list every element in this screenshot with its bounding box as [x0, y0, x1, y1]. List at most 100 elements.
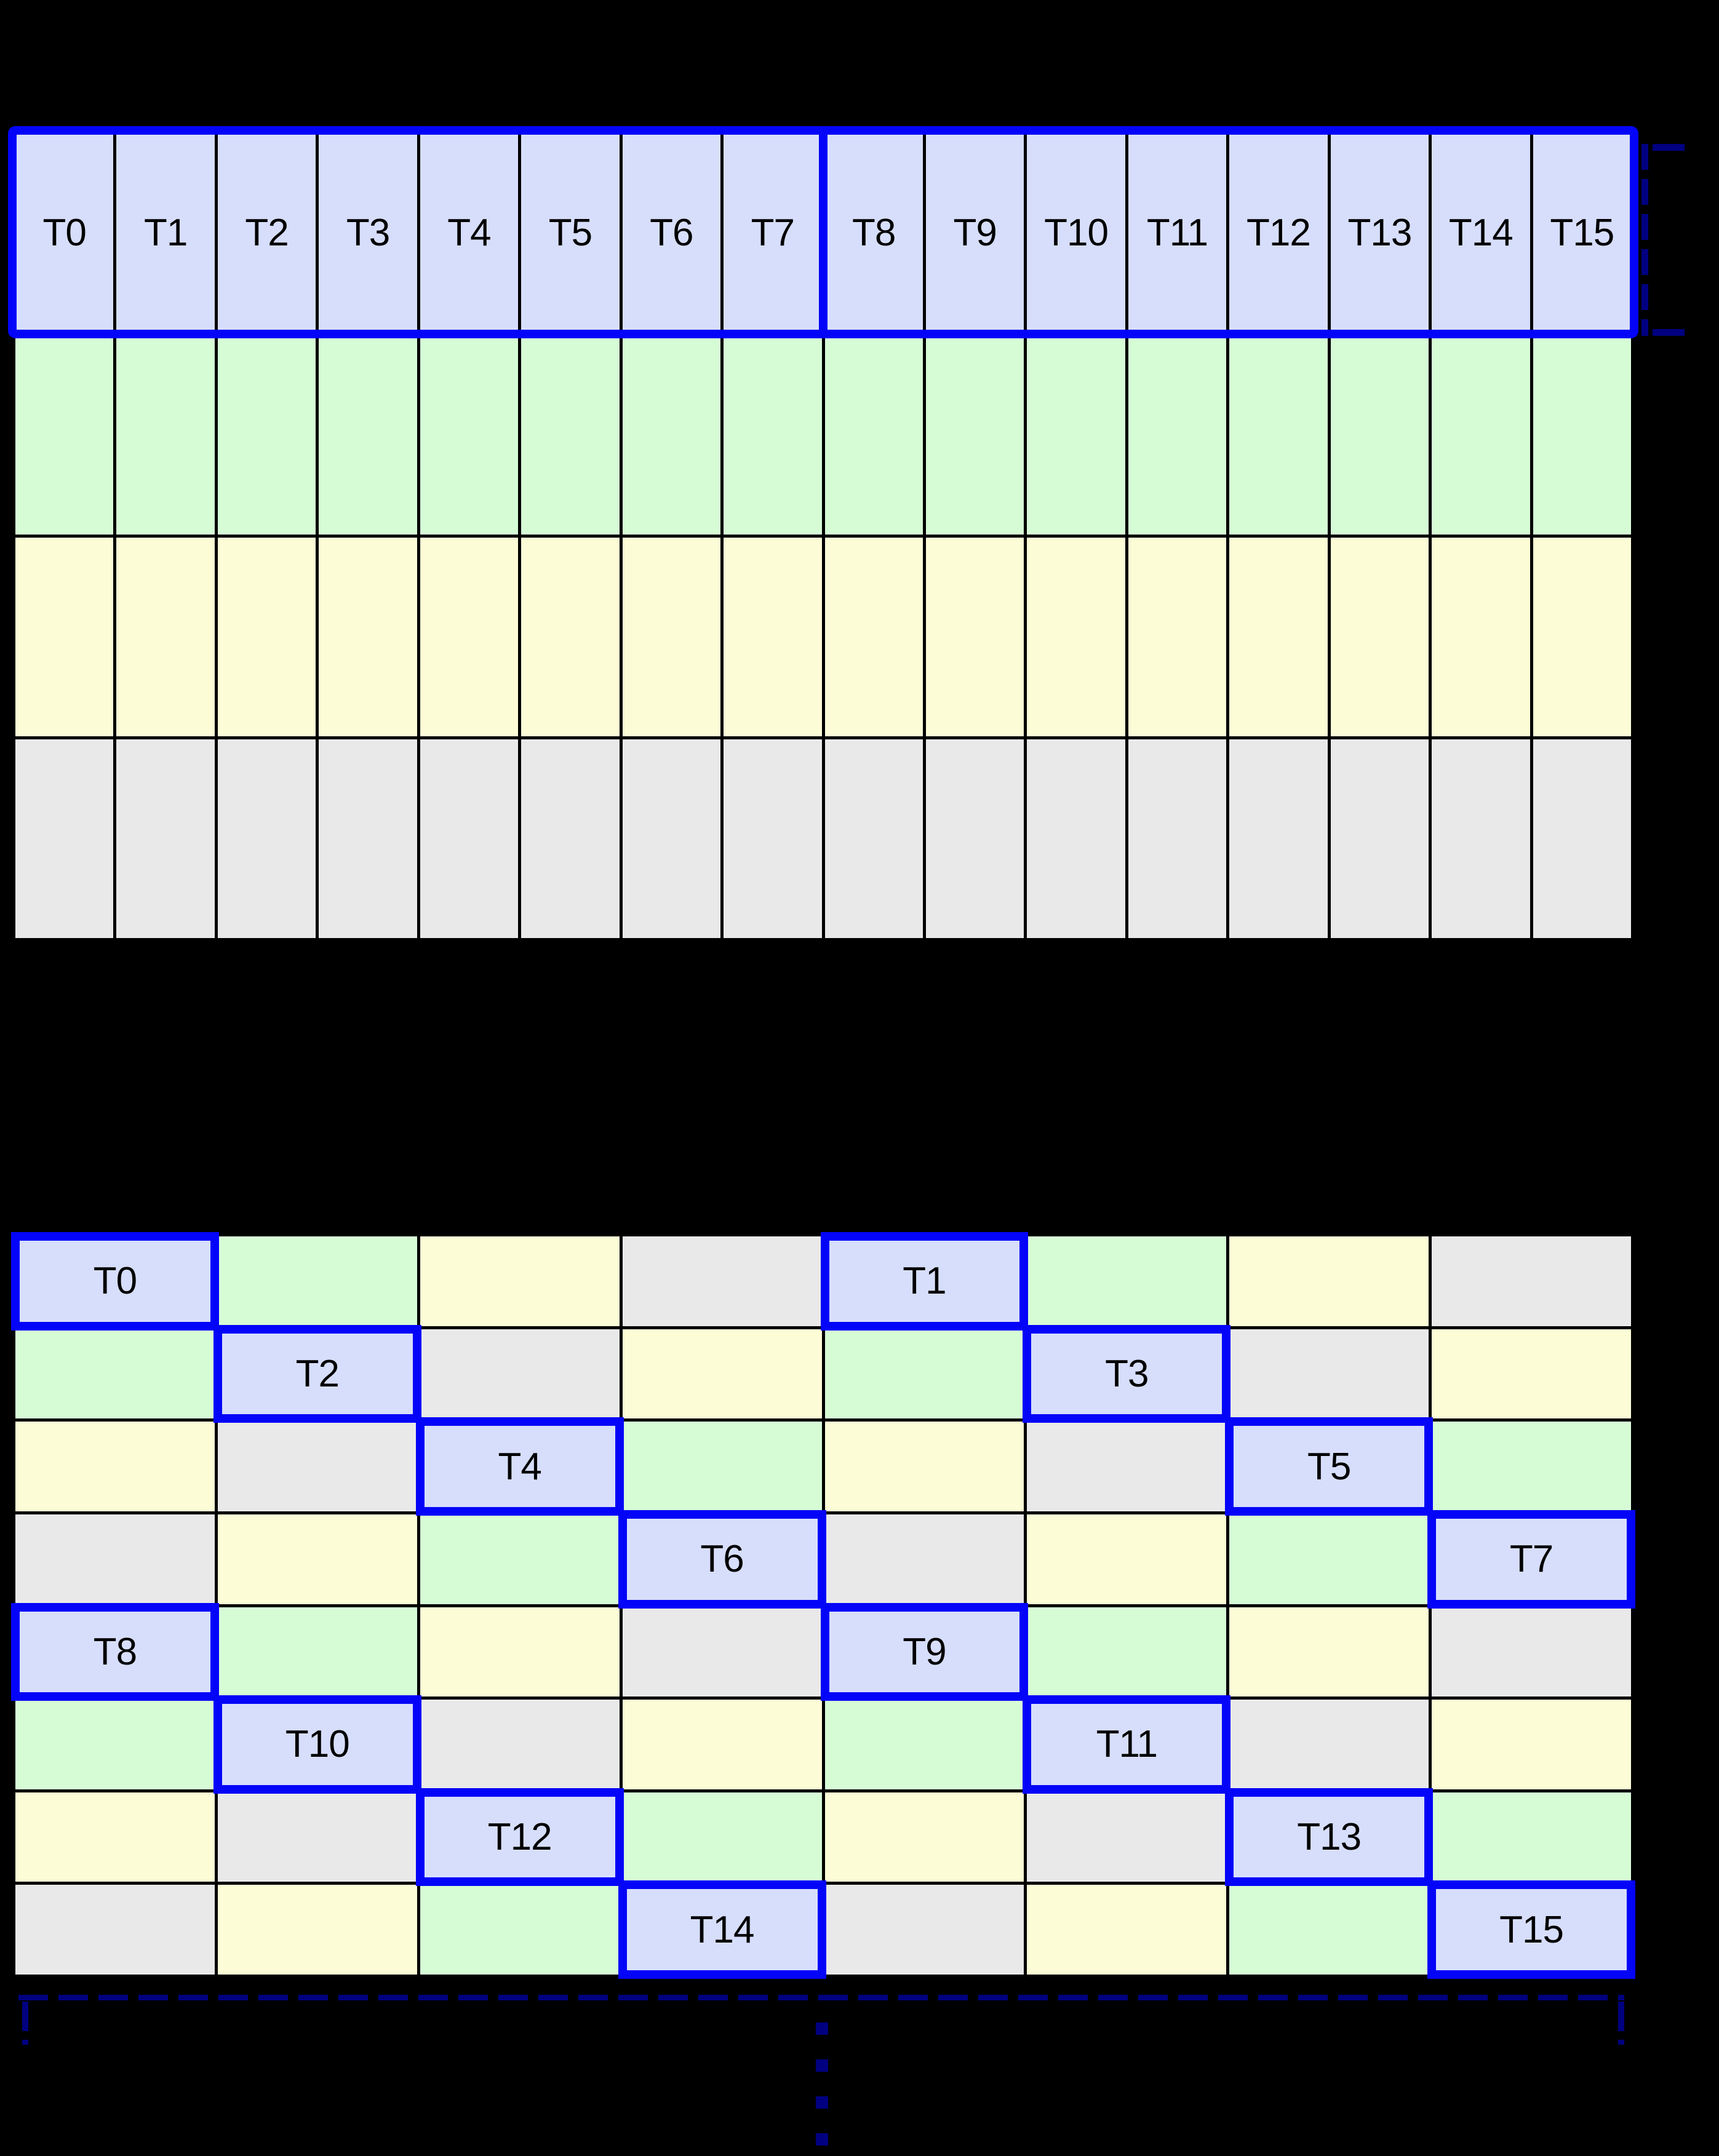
memory-cell [420, 335, 519, 535]
memory-cell [217, 1885, 417, 1975]
memory-cell [1330, 739, 1429, 938]
memory-cell [15, 1329, 215, 1419]
memory-cell [521, 335, 620, 535]
grid-width-bracket-line [18, 1995, 1624, 2000]
memory-cell [824, 1792, 1024, 1882]
memory-cell [622, 739, 721, 938]
thread-cell-t9: T9 [925, 133, 1024, 333]
grid-width-bracket-left-cap [22, 2002, 28, 2045]
memory-cell [15, 739, 114, 938]
memory-cell [217, 1236, 417, 1326]
memory-cell [420, 1700, 620, 1789]
memory-cell [15, 335, 114, 535]
memory-cell [15, 537, 114, 736]
memory-cell [116, 739, 215, 938]
memory-cell [1027, 1885, 1227, 1975]
swizzled-access-grid: T0 T1 T2 T3 T4 T5 T6 T7 T8 T9 T10 T11 T12 T13 T14 T15 [11, 1232, 1635, 1979]
memory-cell [217, 537, 316, 736]
memory-cell [420, 1329, 620, 1419]
memory-cell [1027, 1514, 1227, 1604]
memory-cell [1229, 335, 1328, 535]
thread-cell-t14: T14 [1432, 133, 1530, 333]
bracket-top-cap [1653, 144, 1685, 151]
memory-cell [1027, 537, 1125, 736]
memory-cell [824, 739, 923, 938]
memory-cell [622, 335, 721, 535]
thread-cell-t7: T7 [1427, 1510, 1635, 1609]
continuation-dots [816, 2023, 828, 2156]
memory-cell [217, 1792, 417, 1882]
memory-cell [1229, 1514, 1429, 1604]
memory-cell [622, 537, 721, 736]
memory-cell [15, 1885, 215, 1975]
thread-cell-t6: T6 [622, 133, 721, 333]
memory-cell [925, 739, 1024, 938]
memory-cell [1229, 1236, 1429, 1326]
memory-cell [15, 1514, 215, 1604]
thread-cell-t7: T7 [724, 133, 822, 333]
memory-cell [622, 1792, 822, 1882]
memory-cell [1027, 1236, 1227, 1326]
memory-cell [824, 1422, 1024, 1511]
bracket-bottom-cap [1653, 329, 1685, 336]
bracket-dashed-line [1641, 144, 1648, 336]
memory-cell [622, 1236, 822, 1326]
memory-cell [622, 1329, 822, 1419]
memory-cell [622, 1607, 822, 1697]
memory-cell [824, 335, 923, 535]
memory-cell [217, 1607, 417, 1697]
memory-cell [925, 335, 1024, 535]
thread-cell-t10: T10 [1027, 133, 1125, 333]
thread-cell-t11: T11 [1023, 1695, 1231, 1794]
memory-cell [1229, 537, 1328, 736]
memory-cell [1432, 537, 1530, 736]
memory-cell [1432, 1422, 1631, 1511]
memory-cell [15, 1422, 215, 1511]
thread-cell-t13: T13 [1225, 1788, 1434, 1887]
memory-cell [521, 739, 620, 938]
thread-cell-t14: T14 [618, 1880, 826, 1979]
thread-cell-t2: T2 [217, 133, 316, 333]
memory-cell [116, 335, 215, 535]
thread-cell-t0: T0 [15, 133, 114, 333]
memory-cell [1330, 335, 1429, 535]
memory-cell [1027, 335, 1125, 535]
memory-cell [420, 537, 519, 736]
thread-cell-t0: T0 [11, 1232, 219, 1331]
memory-cell [824, 537, 923, 736]
thread-cell-t5: T5 [521, 133, 620, 333]
thread-cell-t1: T1 [820, 1232, 1029, 1331]
memory-cell [1128, 335, 1227, 535]
memory-cell [1432, 335, 1530, 535]
memory-cell [724, 335, 822, 535]
memory-cell [1432, 1236, 1631, 1326]
thread-cell-t13: T13 [1330, 133, 1429, 333]
memory-cell [116, 537, 215, 736]
memory-cell [1533, 335, 1631, 535]
memory-cell [217, 335, 316, 535]
thread-cell-t8: T8 [824, 133, 923, 333]
memory-cell [824, 1700, 1024, 1789]
thread-cell-t10: T10 [213, 1695, 421, 1794]
memory-cell [925, 537, 1024, 736]
row-height-bracket [1641, 144, 1687, 336]
memory-cell [217, 1514, 417, 1604]
memory-cell [1027, 1792, 1227, 1882]
memory-cell [319, 537, 417, 736]
memory-cell [521, 537, 620, 736]
memory-cell [319, 335, 417, 535]
memory-cell [1229, 1885, 1429, 1975]
memory-cell [1432, 739, 1530, 938]
memory-cell [1229, 1607, 1429, 1697]
memory-cell [622, 1422, 822, 1511]
memory-cell [824, 1514, 1024, 1604]
thread-cell-t6: T6 [618, 1510, 826, 1609]
memory-cell [1229, 1329, 1429, 1419]
memory-cell [1533, 537, 1631, 736]
memory-cell [1027, 1607, 1227, 1697]
memory-cell [420, 1885, 620, 1975]
thread-cell-t12: T12 [1229, 133, 1328, 333]
memory-cell [420, 1236, 620, 1326]
memory-cell [1330, 537, 1429, 736]
